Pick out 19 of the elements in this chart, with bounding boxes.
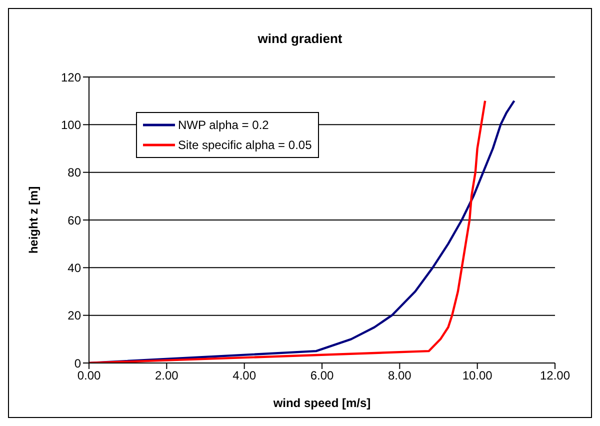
x-tick-label: 0.00 xyxy=(77,368,101,383)
legend-label: Site specific alpha = 0.05 xyxy=(178,137,312,154)
x-tick-label: 4.00 xyxy=(232,368,256,383)
y-tick-label: 60 xyxy=(68,213,82,228)
x-axis-title: wind speed [m/s] xyxy=(272,396,371,410)
y-tick-label: 120 xyxy=(60,70,82,84)
x-tick-label: 6.00 xyxy=(310,368,334,383)
y-tick-label: 100 xyxy=(60,118,82,132)
y-axis-title: height z [m] xyxy=(26,186,40,254)
y-tick-label: 0 xyxy=(74,356,82,370)
y-tick-label: 40 xyxy=(68,260,82,275)
x-tick-label: 8.00 xyxy=(388,368,412,383)
chart-title: wind gradient xyxy=(256,30,344,48)
x-tick-label: 10.00 xyxy=(462,368,493,383)
legend-label: NWP alpha = 0.2 xyxy=(178,117,269,134)
y-tick-label: 80 xyxy=(68,166,82,180)
x-tick-label: 2.00 xyxy=(154,368,179,383)
y-tick-label: 20 xyxy=(68,308,82,323)
x-tick-label: 12.00 xyxy=(540,368,570,383)
